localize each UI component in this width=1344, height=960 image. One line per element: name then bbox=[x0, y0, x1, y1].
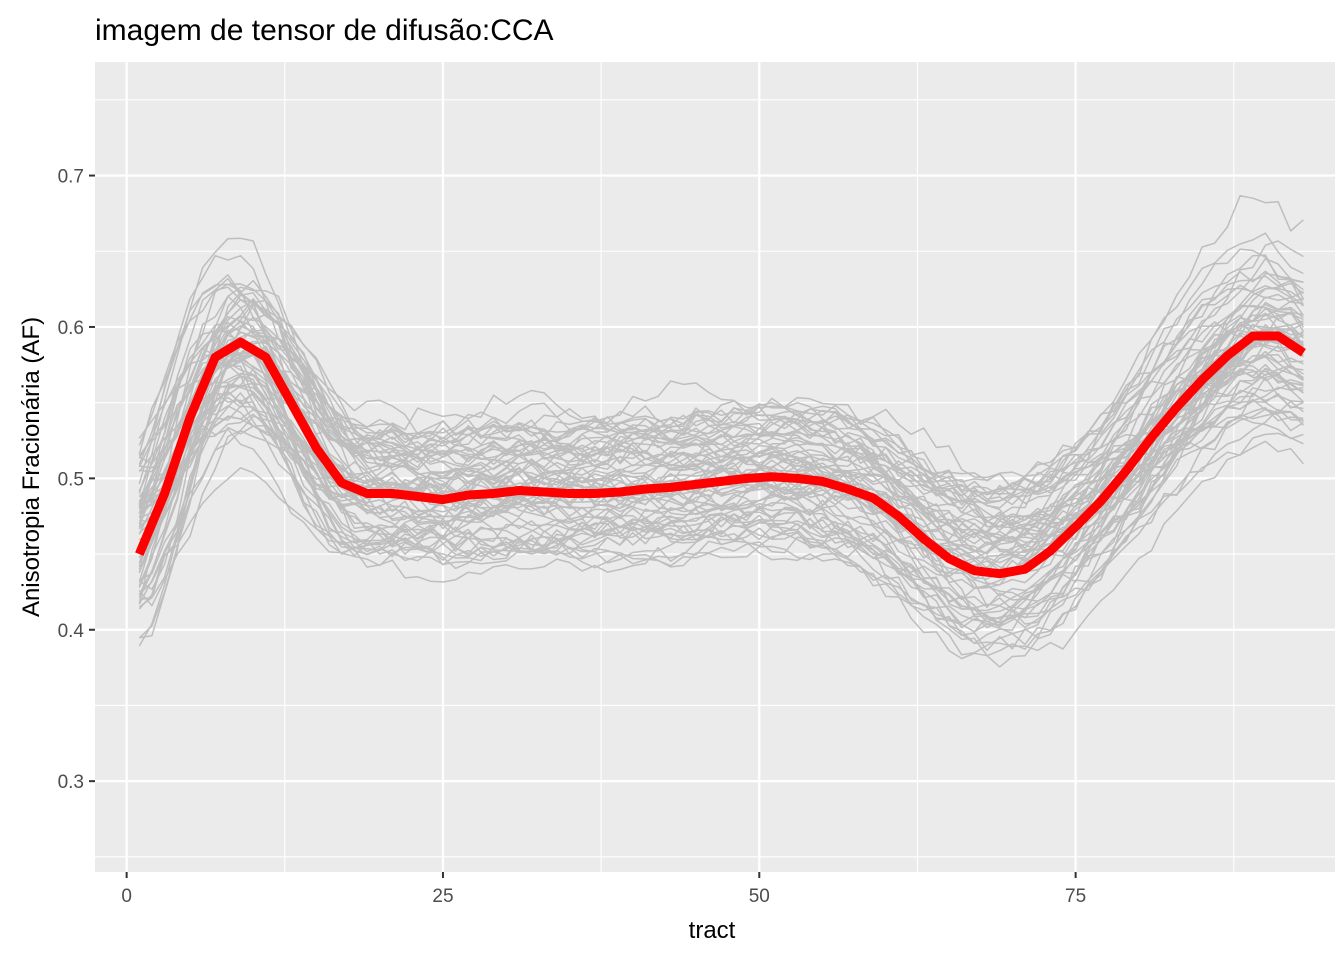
individual-curve bbox=[138, 392, 1304, 554]
individual-curve bbox=[138, 307, 1304, 555]
individual-curve bbox=[138, 330, 1304, 623]
x-axis-title: tract bbox=[689, 917, 736, 944]
y-axis-title: Anisotropia Fracionária (AF) bbox=[18, 317, 45, 617]
individual-curve bbox=[138, 327, 1304, 555]
individual-curve bbox=[138, 344, 1304, 652]
individual-curve bbox=[138, 416, 1304, 628]
y-tick-label: 0.7 bbox=[58, 167, 84, 188]
mean-curve bbox=[135, 331, 1306, 579]
individual-curve bbox=[138, 391, 1304, 609]
individual-curve bbox=[138, 353, 1304, 494]
individual-curve bbox=[139, 282, 1304, 523]
chart-title: imagem de tensor de difusão:CCA bbox=[95, 14, 554, 47]
x-axis: 0 25 50 75 bbox=[121, 872, 1086, 907]
x-tick-label: 75 bbox=[1065, 886, 1086, 907]
y-tick-label: 0.3 bbox=[58, 772, 84, 793]
x-tick-label: 0 bbox=[121, 886, 132, 907]
individual-curve bbox=[138, 311, 1304, 506]
y-tick-label: 0.6 bbox=[58, 318, 84, 339]
x-tick-label: 50 bbox=[749, 886, 770, 907]
x-tick-label: 25 bbox=[432, 886, 453, 907]
individual-curve bbox=[138, 285, 1305, 506]
y-axis: 0.3 0.4 0.5 0.6 0.7 bbox=[58, 167, 95, 793]
individual-curve bbox=[138, 334, 1304, 514]
individual-curve bbox=[138, 279, 1304, 609]
y-tick-label: 0.5 bbox=[58, 469, 84, 490]
individual-curve bbox=[138, 355, 1304, 616]
individual-curve bbox=[138, 303, 1305, 545]
y-tick-label: 0.4 bbox=[58, 621, 85, 642]
mean-curve-group bbox=[135, 331, 1306, 579]
individual-curve bbox=[138, 363, 1304, 656]
individual-curve bbox=[138, 355, 1304, 657]
